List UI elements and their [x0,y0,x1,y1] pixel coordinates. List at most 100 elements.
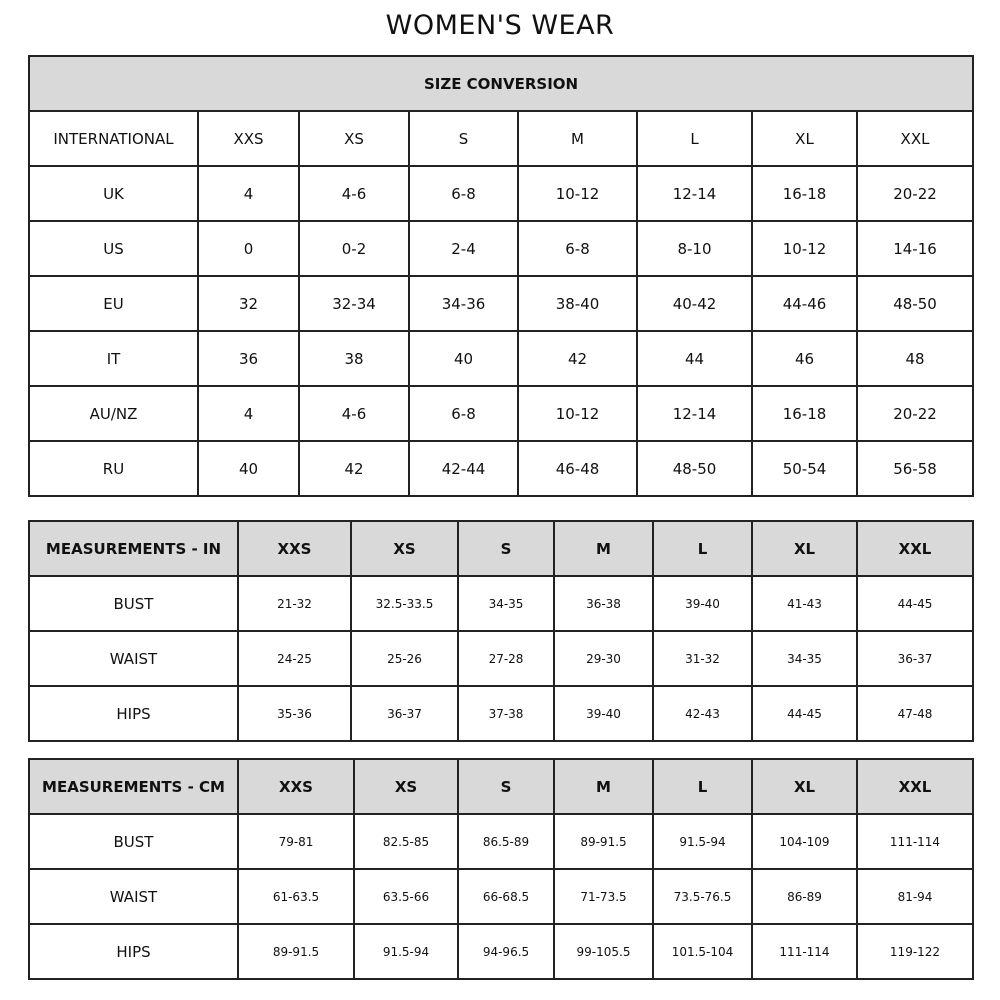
measurements-cm-table: MEASUREMENTS - CM XXS XS S M L XL XXL BUST 79-81 8… [28,758,974,980]
table-cell: 111-114 [856,813,974,870]
table-cell: 31-32 [652,630,753,687]
table-cell: 16-18 [751,385,858,442]
table-cell: 37-38 [457,685,555,742]
table-header-row: SIZE CONVERSION [27,55,975,112]
table-cell: L [652,520,753,577]
table-cell: 2-4 [408,220,519,277]
table-cell: 91.5-94 [652,813,753,870]
table-cell: XL [751,758,858,815]
table-cell: 44-45 [751,685,858,742]
table-cell: 38 [298,330,410,387]
table-cell: 36-38 [553,575,654,632]
table-cell: 46 [751,330,858,387]
table-cell: 35-36 [237,685,352,742]
row-label: US [28,220,199,277]
table-cell: 4-6 [298,165,410,222]
row-label: AU/NZ [28,385,199,442]
table-cell: 34-35 [457,575,555,632]
row-label: WAIST [28,630,239,687]
row-label: BUST [28,575,239,632]
table-cell: 32 [197,275,300,332]
table-cell: 32.5-33.5 [350,575,459,632]
row-label: INTERNATIONAL [28,110,199,167]
row-label: EU [28,275,199,332]
table-row: HIPS 89-91.5 91.5-94 94-96.5 99-105.5 101.5-1… [28,923,974,980]
table-cell: 24-25 [237,630,352,687]
table-cell: 25-26 [350,630,459,687]
table-cell: 20-22 [855,385,975,442]
table-cell: 119-122 [856,923,974,980]
table-cell: XS [350,520,459,577]
table-row: INTERNATIONAL XXS XS S M L XL XXL [28,110,975,167]
table-cell: 101.5-104 [652,923,753,980]
table-cell: S [457,520,555,577]
table-cell: 61-63.5 [237,868,355,925]
table-cell: 56-58 [855,440,975,497]
table-cell: 94-96.5 [457,923,555,980]
table-row: UK 4 4-6 6-8 10-12 12-14 16-18 20-22 [28,165,975,222]
row-label: RU [28,440,199,497]
table-cell: 8-10 [636,220,753,277]
row-label: BUST [28,813,239,870]
table-cell: 10-12 [517,385,638,442]
table-cell: 0 [197,220,300,277]
table-cell: 38-40 [517,275,638,332]
table-row: WAIST 61-63.5 63.5-66 66-68.5 71-73.5 73.5-76… [28,868,974,925]
table-cell: 111-114 [751,923,858,980]
table-cell: 99-105.5 [553,923,654,980]
table-heading: SIZE CONVERSION [27,55,975,112]
table-cell: 10-12 [517,165,638,222]
table-cell: XXS [237,520,352,577]
table-cell: 4 [197,385,300,442]
table-row: US 0 0-2 2-4 6-8 8-10 10-12 14-16 [28,220,975,277]
table-cell: 48 [855,330,975,387]
table-cell: 86.5-89 [457,813,555,870]
table-cell: 4-6 [298,385,410,442]
table-cell: 41-43 [751,575,858,632]
table-cell: 47-48 [856,685,974,742]
table-cell: S [457,758,555,815]
table-cell: 42 [517,330,638,387]
table-cell: 48-50 [855,275,975,332]
size-conversion-table: SIZE CONVERSION INTERNATIONAL XXS XS S M L XL X… [27,55,975,497]
table-cell: 40 [197,440,300,497]
row-label: HIPS [28,923,239,980]
table-cell: 86-89 [751,868,858,925]
table-cell: 50-54 [751,440,858,497]
table-cell: XXS [237,758,355,815]
table-row: HIPS 35-36 36-37 37-38 39-40 42-43 44-45 47-48 [28,685,974,742]
table-cell: 44-46 [751,275,858,332]
table-cell: XXS [197,110,300,167]
table-cell: 6-8 [408,385,519,442]
table-cell: 27-28 [457,630,555,687]
table-cell: L [652,758,753,815]
table-cell: XL [751,110,858,167]
table-cell: 63.5-66 [353,868,459,925]
table-cell: 40-42 [636,275,753,332]
table-cell: XS [353,758,459,815]
table-row: BUST 79-81 82.5-85 86.5-89 89-91.5 91.5-94 104… [28,813,974,870]
table-cell: XXL [855,110,975,167]
row-label: HIPS [28,685,239,742]
table-cell: 20-22 [855,165,975,222]
table-cell: 32-34 [298,275,410,332]
table-cell: 73.5-76.5 [652,868,753,925]
table-cell: 40 [408,330,519,387]
table-cell: 34-35 [751,630,858,687]
table-cell: 71-73.5 [553,868,654,925]
table-cell: 4 [197,165,300,222]
table-cell: 10-12 [751,220,858,277]
table-cell: 36-37 [350,685,459,742]
table-cell: 14-16 [855,220,975,277]
table-cell: 34-36 [408,275,519,332]
table-cell: 42-44 [408,440,519,497]
row-label: MEASUREMENTS - IN [28,520,239,577]
table-cell: 12-14 [636,385,753,442]
table-cell: 89-91.5 [237,923,355,980]
table-cell: 42 [298,440,410,497]
table-cell: 0-2 [298,220,410,277]
table-cell: 91.5-94 [353,923,459,980]
table-cell: 36 [197,330,300,387]
table-row: EU 32 32-34 34-36 38-40 40-42 44-46 48-50 [28,275,975,332]
table-cell: 39-40 [553,685,654,742]
